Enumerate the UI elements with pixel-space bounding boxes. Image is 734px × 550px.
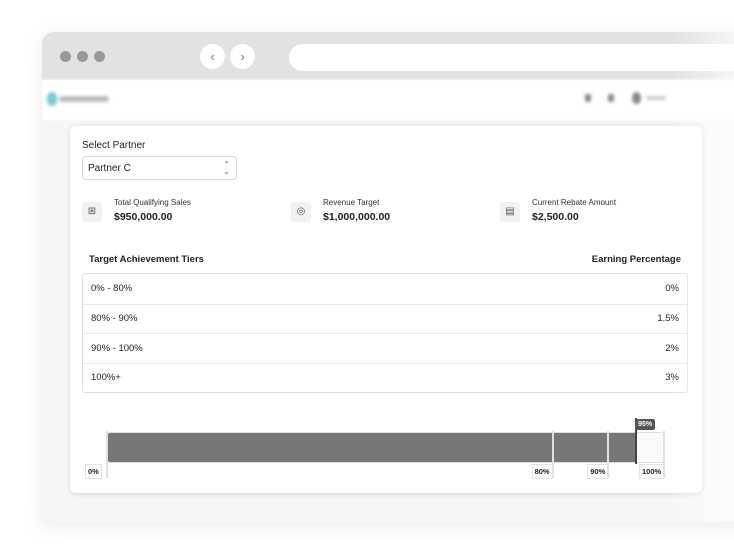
progress-track: [107, 432, 664, 463]
logo-icon: [47, 92, 57, 106]
user-name[interactable]: [646, 96, 666, 100]
tick-line: [551, 431, 554, 478]
address-bar[interactable]: [289, 44, 734, 71]
window-maximize-dot[interactable]: [94, 51, 105, 62]
tick-line: [663, 431, 665, 478]
achievement-marker: [635, 418, 638, 464]
stat-title: Current Rebate Amount: [532, 198, 617, 207]
window-minimize-dot[interactable]: [77, 51, 88, 62]
target-icon: ◎: [291, 202, 311, 222]
forward-icon[interactable]: ›: [230, 44, 255, 69]
partner-select-value: Partner C: [88, 163, 131, 174]
tier-range: 80% - 90%: [91, 313, 138, 325]
stat-value: $1,000,000.00: [323, 211, 391, 223]
receipt-icon: ▤: [500, 202, 520, 222]
stat-value: $2,500.00: [532, 211, 579, 223]
edge-fade: [672, 32, 734, 522]
tier-range: 90% - 100%: [91, 342, 143, 354]
rebate-card: Select Partner Partner C ⌃ ⌄ ⊞ Total Qual…: [70, 126, 702, 493]
tick-line: [607, 431, 610, 478]
back-icon[interactable]: ‹: [200, 44, 225, 69]
table-row: 80% - 90% 1.5%: [83, 303, 687, 334]
table-row: 100%+3%: [83, 362, 687, 393]
tick-label: 0%: [85, 464, 102, 479]
select-partner-label: Select Partner: [82, 140, 146, 151]
percentage-column-header: Earning Percentage: [591, 254, 681, 265]
tier-column-header: Target Achievement Tiers: [89, 254, 204, 265]
tier-range: 100%+: [91, 372, 121, 384]
tier-percentage: 1.5%: [657, 313, 679, 325]
partner-select[interactable]: Partner C ⌃ ⌄: [82, 156, 237, 180]
window-close-dot[interactable]: [60, 51, 71, 62]
achievement-label: 95%: [635, 419, 656, 430]
table-row: 0% - 80%0%: [83, 274, 687, 304]
header-icon[interactable]: [608, 94, 614, 102]
progress-fill: [108, 433, 638, 462]
tick-label: 90%: [587, 464, 609, 479]
tick-label: 100%: [639, 464, 665, 479]
tiers-table: 0% - 80%0% 80% - 90% 1.5% 90% - 100%2% 10…: [82, 273, 688, 393]
table-row: 90% - 100%2%: [83, 333, 687, 363]
app-header: [42, 80, 734, 120]
stat-title: Revenue Target: [323, 198, 380, 207]
browser-titlebar: ‹ ›: [42, 32, 734, 80]
stat-title: Total Qualifying Sales: [114, 198, 191, 207]
tier-range: 0% - 80%: [91, 283, 133, 295]
chevron-up-down-icon: ⌃ ⌄: [223, 160, 230, 176]
stat-value: $950,000.00: [114, 211, 173, 223]
tick-label: 80%: [531, 464, 553, 479]
logo-wordmark: [59, 96, 109, 102]
avatar[interactable]: [632, 92, 641, 104]
tick-line: [106, 431, 108, 478]
header-icon[interactable]: [585, 94, 591, 102]
table-icon: ⊞: [82, 202, 102, 222]
